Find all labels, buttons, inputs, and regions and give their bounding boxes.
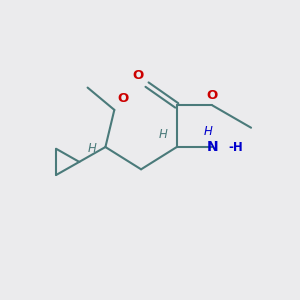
- Text: O: O: [207, 89, 218, 102]
- Text: H: H: [159, 128, 168, 141]
- Text: -H: -H: [229, 140, 244, 154]
- Text: H: H: [88, 142, 97, 155]
- Text: O: O: [117, 92, 129, 105]
- Text: H: H: [203, 124, 212, 137]
- Text: N: N: [207, 140, 218, 154]
- Text: O: O: [133, 69, 144, 82]
